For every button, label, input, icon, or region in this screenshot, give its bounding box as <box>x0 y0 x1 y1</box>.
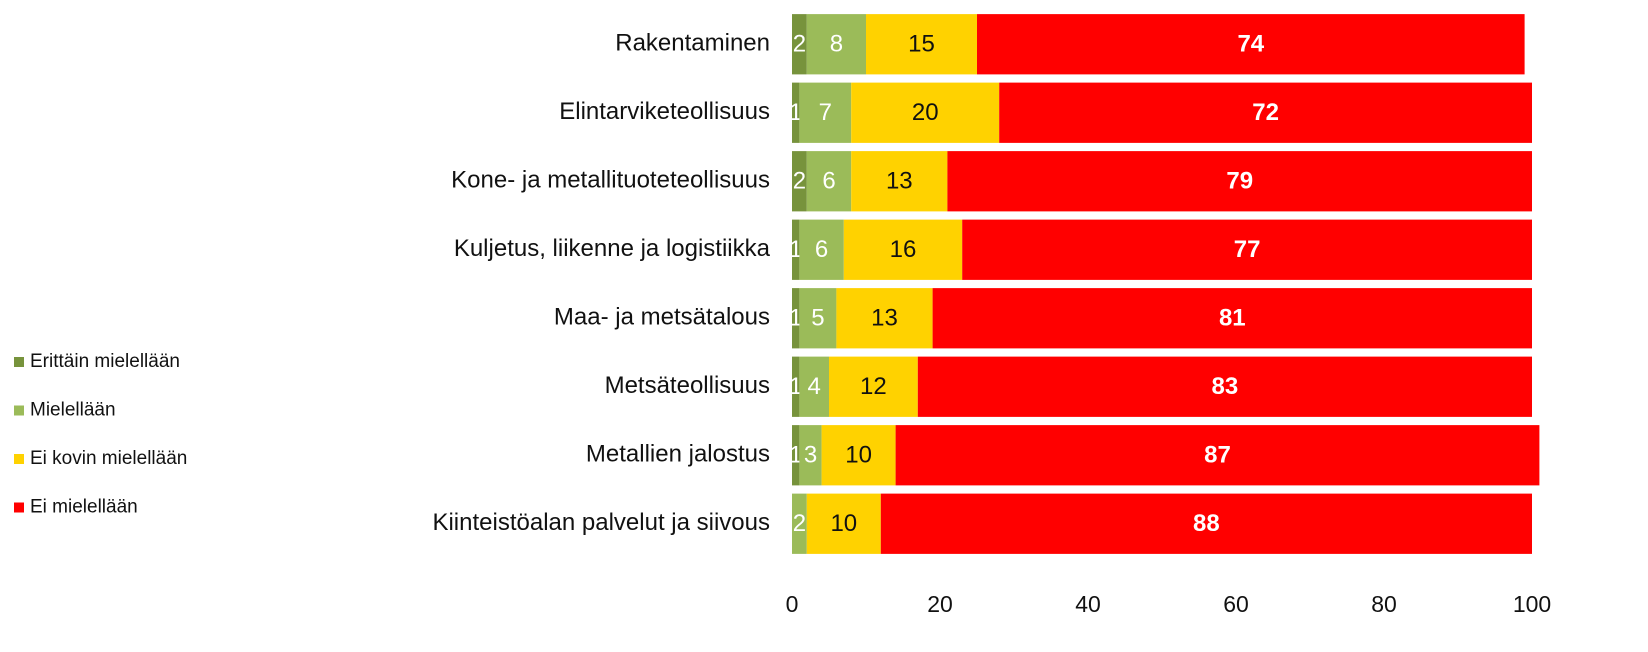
bar-segment <box>799 288 837 349</box>
y-tick-label: Elintarviketeollisuus <box>559 98 770 125</box>
value-label: 77 <box>1234 236 1261 263</box>
x-tick-label: 100 <box>1513 591 1551 617</box>
bar-segment <box>917 356 1532 417</box>
y-tick-label: Kiinteistöalan palvelut ja siivous <box>432 509 770 536</box>
bar-segment <box>792 14 807 75</box>
value-label: 81 <box>1219 305 1246 332</box>
value-label: 2 <box>793 510 806 537</box>
bar-segment <box>799 82 852 143</box>
bar-segment <box>866 14 977 75</box>
value-label: 5 <box>811 305 824 332</box>
bar-segment <box>947 151 1532 212</box>
legend-swatch <box>14 405 24 416</box>
value-label: 1 <box>789 442 802 469</box>
bar-segment <box>962 219 1532 280</box>
value-label: 16 <box>890 236 917 263</box>
value-label: 72 <box>1252 99 1279 126</box>
bar-segment <box>806 151 852 212</box>
x-tick-label: 60 <box>1223 591 1249 617</box>
bar-segment <box>792 493 807 554</box>
value-label: 1 <box>789 305 802 332</box>
bar-segment <box>806 493 881 554</box>
legend-swatch <box>14 357 24 367</box>
bar-segment <box>932 288 1532 349</box>
value-label: 10 <box>845 442 872 469</box>
bar-segment <box>821 425 896 486</box>
x-tick-label: 20 <box>927 591 953 617</box>
value-label: 10 <box>830 510 857 537</box>
value-label: 2 <box>793 31 806 58</box>
value-label: 15 <box>908 31 935 58</box>
y-tick-label: Rakentaminen <box>615 30 770 57</box>
bar-segment <box>851 82 1000 143</box>
value-label: 1 <box>789 99 802 126</box>
bar-segment <box>792 356 800 417</box>
bar-segment <box>880 493 1532 554</box>
bar-segment <box>836 288 933 349</box>
y-tick-label: Kuljetus, liikenne ja logistiikka <box>454 235 771 262</box>
bar-segment <box>829 356 918 417</box>
y-tick-label: Metsäteollisuus <box>605 372 770 399</box>
bar-segment <box>792 82 800 143</box>
value-label: 74 <box>1237 31 1264 58</box>
y-tick-label: Maa- ja metsätalous <box>554 304 770 331</box>
legend-label: Ei kovin mielellään <box>30 448 187 469</box>
legend-label: Erittäin mielellään <box>30 351 180 372</box>
x-tick-label: 0 <box>786 591 799 617</box>
value-label: 1 <box>789 236 802 263</box>
value-label: 83 <box>1212 373 1239 400</box>
value-label: 12 <box>860 373 887 400</box>
bar-segment <box>843 219 963 280</box>
value-label: 87 <box>1204 442 1231 469</box>
value-label: 6 <box>822 168 835 195</box>
value-label: 4 <box>808 373 821 400</box>
y-tick-label: Kone- ja metallituoteteollisuus <box>451 167 770 194</box>
legend-swatch <box>14 454 24 464</box>
legend-label: Mielellään <box>30 400 116 421</box>
bar-segment <box>792 288 800 349</box>
bar-segment <box>977 14 1525 75</box>
bar-segment <box>792 425 800 486</box>
value-label: 79 <box>1226 168 1253 195</box>
value-label: 13 <box>871 305 898 332</box>
value-label: 6 <box>815 236 828 263</box>
legend-label: Ei mielellään <box>30 497 138 518</box>
value-label: 2 <box>793 168 806 195</box>
value-label: 7 <box>819 99 832 126</box>
bar-segment <box>999 82 1532 143</box>
value-label: 3 <box>804 442 817 469</box>
bar-segment <box>851 151 948 212</box>
bar-segment <box>806 14 866 75</box>
bar-segment <box>799 425 822 486</box>
bar-segment <box>799 356 829 417</box>
x-tick-label: 40 <box>1075 591 1101 617</box>
value-label: 20 <box>912 99 939 126</box>
value-label: 1 <box>789 373 802 400</box>
value-label: 8 <box>830 31 843 58</box>
x-tick-label: 80 <box>1371 591 1397 617</box>
value-label: 13 <box>886 168 913 195</box>
bar-segment <box>792 219 800 280</box>
y-tick-label: Metallien jalostus <box>586 441 770 468</box>
bar-segment <box>799 219 844 280</box>
value-label: 88 <box>1193 510 1220 537</box>
bar-segment <box>792 151 807 212</box>
legend-swatch <box>14 502 24 513</box>
bar-segment <box>895 425 1540 486</box>
